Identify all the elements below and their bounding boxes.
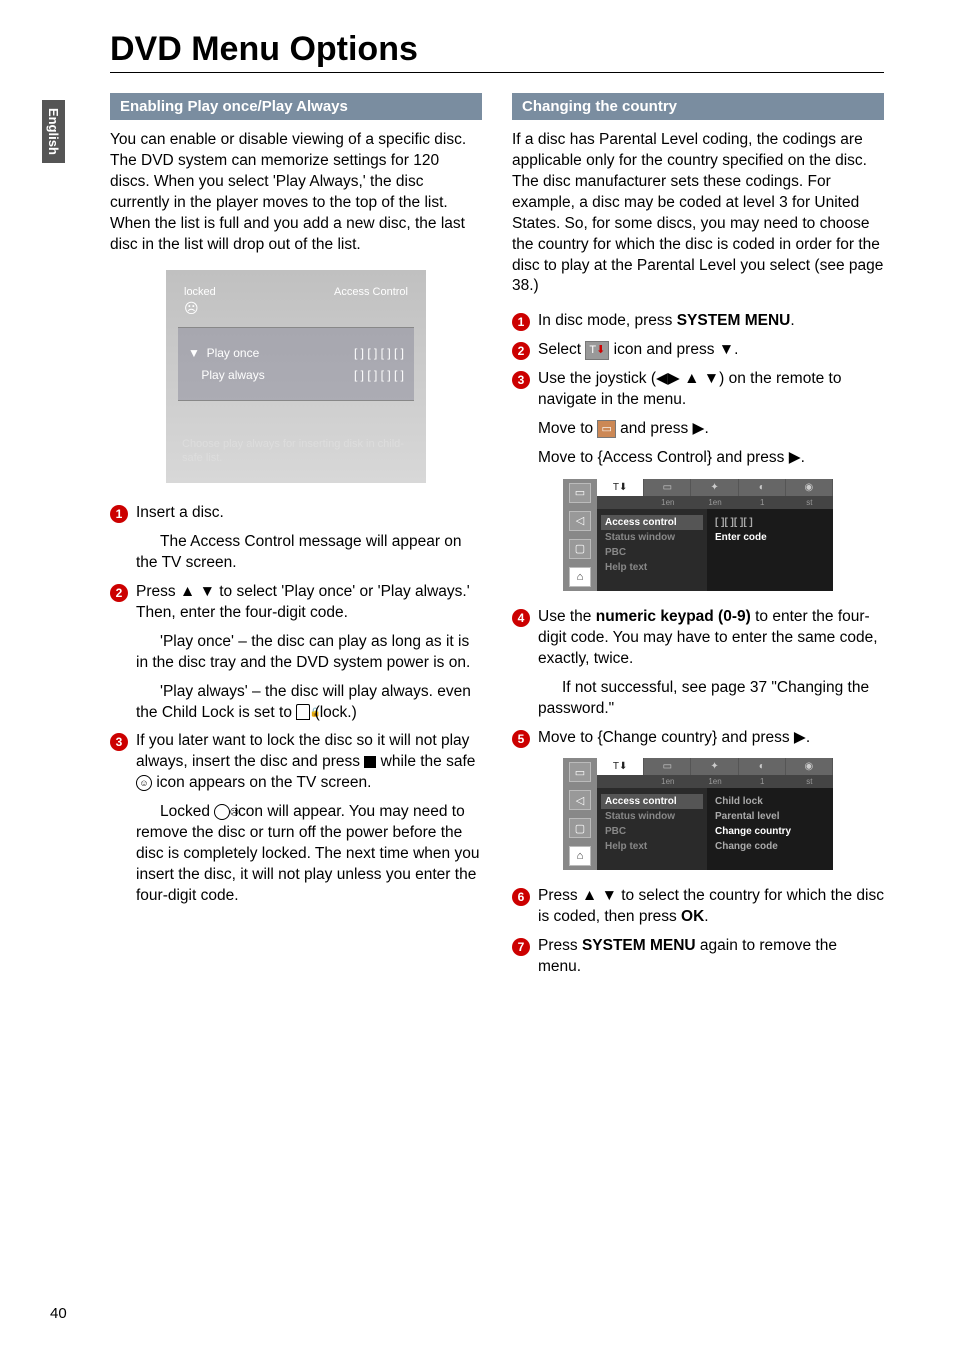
menu-top-icon: ▭ [644,758,691,775]
menu-top-icon: ✦ [691,758,738,775]
menu-tab-icon: ▢ [569,539,591,559]
menu-top-icon: T⬇ [597,758,644,775]
menu-item: PBC [601,824,703,839]
menu-item: Status window [601,530,703,545]
right-step2: Select T⬇ icon and press ▼. [538,340,884,361]
menu-top-label: 1en [644,496,691,509]
ss1-code2: [ ] [ ] [ ] [ ] [354,368,404,382]
menu-top-icon: ◐ [739,758,786,775]
left-column: Enabling Play once/Play Always You can e… [110,93,482,986]
left-step2: Press ▲ ▼ to select 'Play once' or 'Play… [136,582,482,624]
menu-item: Help text [601,839,703,854]
menu-top-label: 1en [691,775,738,788]
right-step3-sub1: Move to ▭ and press ▶. [538,419,884,440]
step-badge-r1: 1 [512,313,530,331]
ss1-locked-label: locked [184,286,216,298]
right-step3: Use the joystick (◀▶ ▲ ▼) on the remote … [538,369,884,411]
menu-tab-icon: ⌂ [569,567,591,587]
ss1-code1: [ ] [ ] [ ] [ ] [354,346,404,360]
menu-top-icon: ▭ [644,479,691,496]
menu-tab-icon: ▢ [569,818,591,838]
step-badge-r7: 7 [512,938,530,956]
menu-value: Child lock [711,794,829,809]
menu-top-icon: ◉ [786,758,833,775]
menu-top-label: st [786,496,833,509]
language-tab: English [42,100,65,163]
left-step1-sub: The Access Control message will appear o… [136,532,482,574]
menu-value: [ ][ ][ ][ ] [711,515,829,530]
right-intro: If a disc has Parental Level coding, the… [512,130,884,297]
step-badge-r6: 6 [512,888,530,906]
title-rule [110,72,884,73]
right-section-header: Changing the country [512,93,884,120]
left-intro: You can enable or disable viewing of a s… [110,130,482,256]
step-badge-3: 3 [110,733,128,751]
step-badge-1: 1 [110,505,128,523]
left-step2-sub1: 'Play once' – the disc can play as long … [136,632,482,674]
menu-screenshot-2: ▭ ◁ ▢ ⌂ T⬇ ▭ ✦ ◐ ◉ 1en 1en 1 st [563,758,833,870]
menu-item: Help text [601,560,703,575]
lock-icon: 🔒 [296,704,310,720]
ss1-hint: Choose play always for inserting disk in… [178,431,414,472]
menu-top-label: st [786,775,833,788]
stop-icon [364,756,376,768]
step-badge-r3: 3 [512,371,530,389]
step-badge-r4: 4 [512,609,530,627]
menu-top-label: 1en [644,775,691,788]
right-step5: Move to {Change country} and press ▶. [538,728,884,749]
ss1-access-control: Access Control [334,286,408,317]
left-step1: Insert a disc. [136,503,482,524]
folder-icon: ▭ [597,420,615,439]
left-step2-sub2: 'Play always' – the disc will play alway… [136,682,482,724]
menu-tab-icon: ⌂ [569,846,591,866]
step-badge-r2: 2 [512,342,530,360]
page-title: DVD Menu Options [110,30,884,69]
right-step4: Use the numeric keypad (0-9) to enter th… [538,607,884,670]
menu-item: Access control [601,515,703,530]
menu-tab-icon: ▭ [569,483,591,503]
left-step3-sub: Locked ☹ icon will appear. You may need … [136,802,482,907]
right-column: Changing the country If a disc has Paren… [512,93,884,986]
safe-face-icon: ☺ [136,775,152,791]
ss1-play-once: Play once [207,346,260,360]
menu-top-label [597,775,644,788]
menu-top-icon: T⬇ [597,479,644,496]
ta-icon: T⬇ [585,341,609,360]
menu-item: PBC [601,545,703,560]
right-step3-sub2: Move to {Access Control} and press ▶. [538,448,884,469]
menu-top-label: 1en [691,496,738,509]
locked-face-icon: ☹ [214,804,230,820]
menu-item: Access control [601,794,703,809]
ss1-play-always: Play always [201,368,264,382]
play-once-screenshot: locked ☹ Access Control ▼ Play once [ ] … [166,270,426,484]
right-step1: In disc mode, press SYSTEM MENU. [538,311,884,332]
menu-value: Enter code [711,530,829,545]
step-badge-r5: 5 [512,730,530,748]
menu-screenshot-1: ▭ ◁ ▢ ⌂ T⬇ ▭ ✦ ◐ ◉ 1en 1en 1 st [563,479,833,591]
menu-top-icon: ◉ [786,479,833,496]
menu-tab-icon: ◁ [569,511,591,531]
menu-top-icon: ✦ [691,479,738,496]
content-columns: Enabling Play once/Play Always You can e… [110,93,884,986]
menu-top-label [597,496,644,509]
menu-value: Parental level [711,809,829,824]
menu-top-label: 1 [739,496,786,509]
left-section-header: Enabling Play once/Play Always [110,93,482,120]
right-step6: Press ▲ ▼ to select the country for whic… [538,886,884,928]
right-step7: Press SYSTEM MENU again to remove the me… [538,936,884,978]
menu-top-label: 1 [739,775,786,788]
menu-top-icon: ◐ [739,479,786,496]
menu-value: Change country [711,824,829,839]
menu-item: Status window [601,809,703,824]
menu-tab-icon: ▭ [569,762,591,782]
step-badge-2: 2 [110,584,128,602]
menu-tab-icon: ◁ [569,790,591,810]
page-number: 40 [50,1305,67,1322]
menu-value: Change code [711,839,829,854]
right-step4-sub: If not successful, see page 37 "Changing… [538,678,884,720]
left-step3: If you later want to lock the disc so it… [136,731,482,794]
sad-face-icon: ☹ [184,300,216,317]
